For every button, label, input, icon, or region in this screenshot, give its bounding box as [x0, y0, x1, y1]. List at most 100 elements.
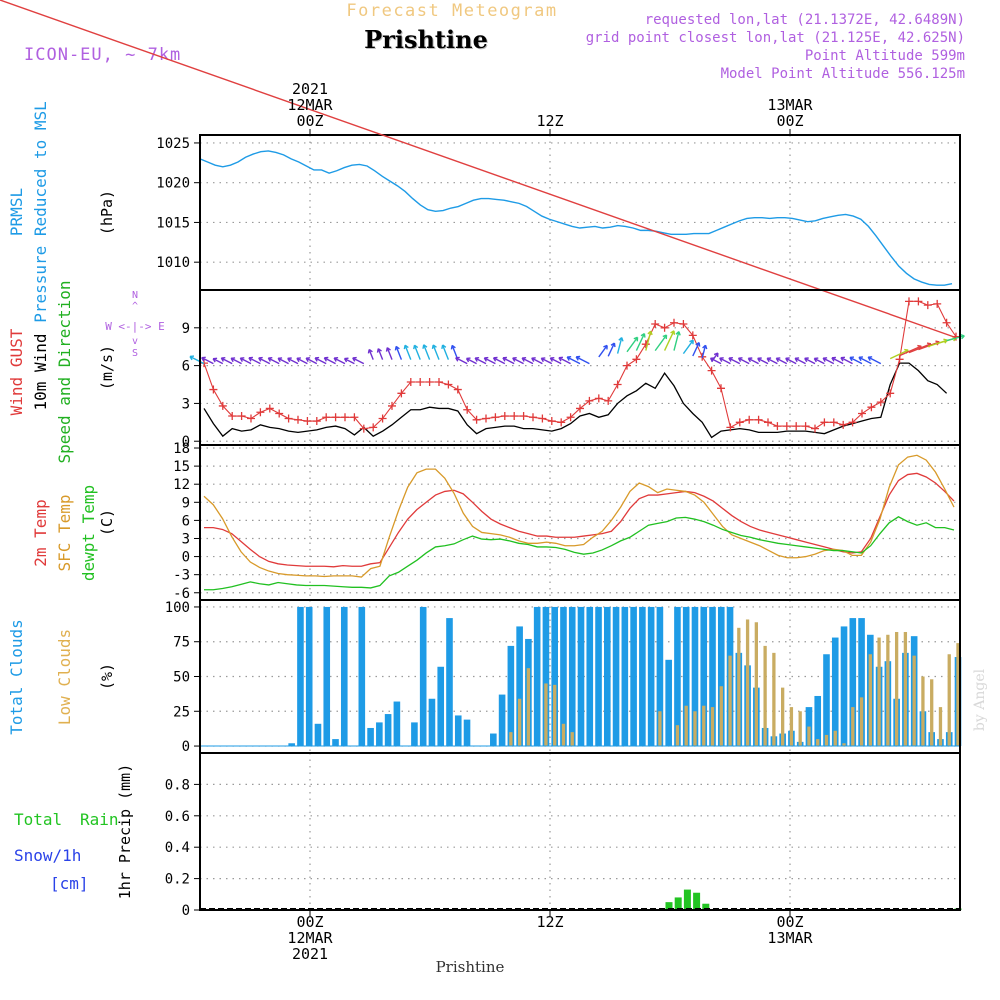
gust-marker — [660, 323, 669, 332]
total-cloud-bar — [595, 606, 602, 747]
wind-direction-arrow — [201, 357, 214, 365]
wind-direction-arrow — [673, 331, 680, 351]
panel-frame — [199, 289, 961, 446]
total-cloud-bar — [516, 626, 523, 747]
compass-arrow-up: ^ — [132, 301, 138, 312]
wind-direction-arrow — [0, 0, 957, 339]
total-cloud-bar — [630, 606, 637, 747]
wind-arrow-head — [633, 336, 639, 342]
wind-arrow-head — [713, 352, 719, 358]
gust-marker — [942, 318, 951, 327]
wind-arrow-head — [775, 357, 781, 363]
sfc-label: SFC Temp — [55, 494, 74, 571]
wind-arrow-head — [305, 357, 311, 362]
low-cloud-bar — [561, 723, 566, 747]
low-cloud-bar — [851, 707, 855, 747]
wind-direction-arrow — [333, 357, 346, 365]
gust-marker — [491, 413, 500, 422]
wind-direction-arrow — [258, 357, 271, 365]
y-tick-label: 3 — [182, 396, 190, 412]
dewpoint-line — [204, 516, 955, 591]
total-cloud-bar — [621, 606, 629, 747]
rain-bar — [702, 903, 710, 910]
total-cloud-bar — [533, 606, 541, 747]
wind-arrow-head — [822, 357, 828, 362]
wind-arrow-head — [352, 356, 357, 362]
y-tick-label: -3 — [173, 568, 190, 584]
gust-marker — [350, 413, 359, 422]
wind-arrow-head — [531, 357, 536, 362]
wind-direction-arrow — [748, 357, 759, 365]
low-cloud-bar — [824, 734, 829, 747]
gust-marker — [717, 384, 725, 393]
y-tick-label: -6 — [173, 586, 190, 602]
gust-marker — [453, 385, 462, 394]
low-cloud-bar — [544, 683, 548, 747]
wind-arrow-head — [189, 355, 195, 361]
total-cloud-bar — [340, 606, 348, 747]
wind-direction-arrow — [395, 346, 403, 360]
wind-direction-arrow — [822, 357, 835, 365]
wind-direction-arrow — [598, 345, 608, 358]
bottom-time-label: 00Z — [776, 913, 803, 931]
low-cloud-bar — [754, 622, 758, 747]
precip-total-label: Total — [14, 810, 62, 829]
wind-arrow-head — [695, 341, 701, 347]
wind-direction-arrow — [268, 357, 280, 365]
low-cloud-bar — [684, 705, 688, 747]
wind-arrow-head — [867, 356, 873, 361]
wind-direction-arrow — [230, 357, 242, 365]
low-cloud-bar — [807, 726, 811, 747]
pressure-desc-label: Pressure Reduced to MSL — [31, 101, 50, 323]
y-axis-unit: (%) — [98, 663, 116, 690]
wind-direction-arrow — [575, 356, 590, 365]
y-tick-label: 25 — [173, 704, 190, 720]
gust-marker — [792, 422, 801, 431]
wind-direction-arrow — [858, 356, 872, 365]
gust-marker — [416, 377, 425, 386]
gust-marker — [604, 396, 613, 405]
wind-arrow-head — [960, 334, 965, 340]
bottom-time-label: 2021 — [292, 945, 328, 963]
top-time-label: 12Z — [536, 112, 563, 130]
gust-marker — [867, 403, 876, 412]
gust-marker — [566, 413, 575, 422]
wind-direction-arrow — [550, 357, 562, 365]
gust-marker — [510, 412, 519, 421]
gust-label: Wind GUST — [7, 328, 26, 415]
wind-direction-arrow — [404, 344, 412, 360]
total-cloud-bar — [639, 606, 646, 747]
total-cloud-bar — [604, 606, 611, 747]
wind-direction-arrow — [728, 357, 741, 365]
wind-arrow-head — [492, 356, 498, 362]
y-tick-label: 12 — [173, 477, 190, 493]
gust-marker — [576, 404, 584, 413]
bottom-time-label: 12MAR — [287, 929, 333, 947]
gust-marker — [331, 413, 340, 422]
low-cloud-bar — [570, 732, 574, 747]
gust-marker — [275, 409, 284, 418]
wind-arrow-head — [794, 357, 800, 363]
precip-snow-unit-label: [cm] — [50, 874, 89, 893]
wind-direction-arrow — [377, 348, 384, 360]
wind-arrow-head — [575, 355, 581, 361]
total-cloud-bar — [612, 606, 620, 747]
wind-arrow-head — [566, 355, 572, 361]
total-cloud-bar — [428, 698, 436, 747]
wind-arrow-head — [849, 356, 855, 362]
y-tick-label: 0 — [182, 550, 190, 566]
wind-direction-arrow — [840, 357, 853, 365]
total-cloud-bar — [665, 659, 672, 747]
gust-marker — [829, 418, 838, 427]
low-cloud-bar — [789, 707, 794, 747]
bottom-time-label: 13MAR — [767, 929, 813, 947]
wind-arrow-head — [413, 344, 419, 350]
rain-bar — [674, 897, 682, 910]
total-cloud-bar — [498, 694, 506, 747]
wind-arrow-head — [840, 356, 845, 362]
gust-marker — [886, 389, 895, 398]
wind-arrow-head — [483, 356, 489, 362]
time-axis-top: 202112MAR00Z12Z13MAR00Z12Z14MAR00Z12Z — [287, 80, 814, 135]
wind-direction-arrow — [558, 357, 571, 365]
wind-direction-arrow — [566, 356, 581, 365]
